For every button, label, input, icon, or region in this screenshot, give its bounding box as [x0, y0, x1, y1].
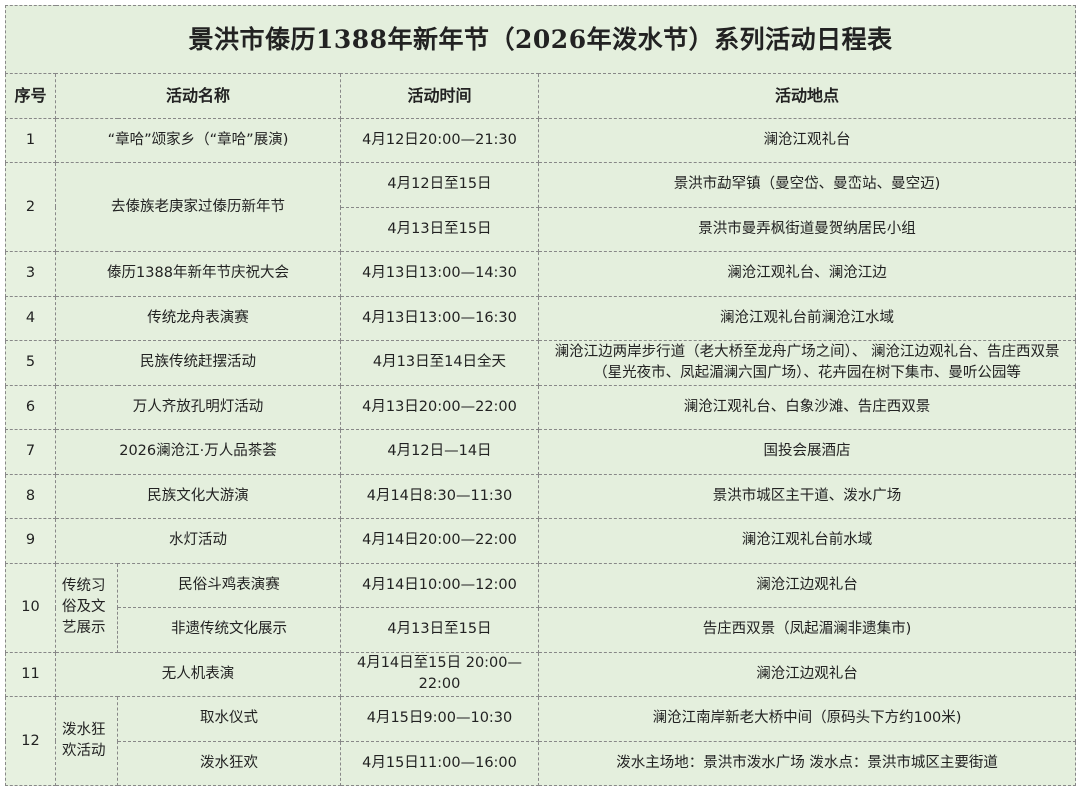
table-row: 5 民族传统赶摆活动 4月13日至14日全天 澜沧江边两岸步行道（老大桥至龙舟广场之间…	[5, 340, 1077, 386]
row-seq: 10	[5, 562, 56, 653]
activity-place: 澜沧江边观礼台	[537, 651, 1077, 697]
activity-time: 4月14日20:00—22:00	[340, 518, 539, 564]
row-seq: 4	[5, 295, 56, 341]
row-seq: 5	[5, 340, 56, 386]
row-seq: 6	[5, 384, 56, 430]
activity-time: 4月14日10:00—12:00	[340, 562, 539, 608]
activity-place: 澜沧江观礼台	[537, 117, 1077, 163]
activity-place: 景洪市曼弄枫街道曼贺纳居民小组	[537, 206, 1077, 252]
row-seq: 8	[5, 473, 56, 519]
table-row: 12 泼水狂欢活动 取水仪式 4月15日9:00—10:30 澜沧江南岸新老大桥中间（原…	[5, 696, 1077, 786]
activity-time: 4月15日9:00—10:30	[340, 696, 539, 742]
activity-place: 澜沧江观礼台前澜沧江水域	[537, 295, 1077, 341]
activity-place: 澜沧江观礼台前水域	[537, 518, 1077, 564]
table-row: 2 去傣族老庚家过傣历新年节 4月12日至15日 景洪市勐罕镇（曼空岱、曼峦站、曼空迈…	[5, 162, 1077, 252]
activity-name: 无人机表演	[55, 651, 341, 697]
table-row: 6 万人齐放孔明灯活动 4月13日20:00—22:00 澜沧江观礼台、白象沙滩、告庄…	[5, 384, 1077, 430]
activity-name: 去傣族老庚家过傣历新年节	[55, 162, 341, 252]
row-seq: 11	[5, 651, 56, 697]
activity-time: 4月13日至14日全天	[340, 340, 539, 386]
activity-name: 民族传统赶摆活动	[55, 340, 341, 386]
schedule-table: 景洪市傣历1388年新年节（2026年泼水节）系列活动日程表 序号 活动名称 活…	[4, 5, 1077, 786]
header-seq: 序号	[5, 73, 56, 119]
activity-name: 水灯活动	[55, 518, 341, 564]
header-place: 活动地点	[537, 73, 1077, 119]
activity-time: 4月13日20:00—22:00	[340, 384, 539, 430]
activity-place: 泼水主场地：景洪市泼水广场 泼水点：景洪市城区主要街道	[537, 740, 1077, 786]
activity-name: 民俗斗鸡表演赛	[117, 562, 341, 608]
row-seq: 1	[5, 117, 56, 163]
table-row: 1 “章哈”颂家乡（“章哈”展演) 4月12日20:00—21:30 澜沧江观礼台	[5, 117, 1077, 163]
activity-group: 泼水狂欢活动	[55, 696, 118, 786]
activity-place: 景洪市勐罕镇（曼空岱、曼峦站、曼空迈)	[537, 162, 1077, 208]
activity-name: 非遗传统文化展示	[117, 607, 341, 653]
activity-name: 傣历1388年新年节庆祝大会	[55, 251, 341, 297]
row-seq: 12	[5, 696, 56, 786]
header-row: 序号 活动名称 活动时间 活动地点	[5, 73, 1077, 119]
activity-time: 4月15日11:00—16:00	[340, 740, 539, 786]
table-row: 4月13日至15日 景洪市曼弄枫街道曼贺纳居民小组	[6, 206, 1077, 252]
table-row: 7 2026澜沧江·万人品茶荟 4月12日—14日 国投会展酒店	[5, 429, 1077, 475]
activity-place: 澜沧江观礼台、白象沙滩、告庄西双景	[537, 384, 1077, 430]
activity-place: 澜沧江南岸新老大桥中间（原码头下方约100米)	[537, 696, 1077, 742]
table-row: 泼水狂欢 4月15日11:00—16:00 泼水主场地：景洪市泼水广场 泼水点：景洪…	[6, 740, 1077, 786]
activity-time: 4月14日8:30—11:30	[340, 473, 539, 519]
activity-name: 万人齐放孔明灯活动	[55, 384, 341, 430]
activity-place: 告庄西双景（凤起湄澜非遗集市)	[537, 607, 1077, 653]
activity-place: 国投会展酒店	[537, 429, 1077, 475]
activity-name: “章哈”颂家乡（“章哈”展演)	[55, 117, 341, 163]
row-seq: 3	[5, 251, 56, 297]
header-time: 活动时间	[340, 73, 539, 119]
activity-name: 民族文化大游演	[55, 473, 341, 519]
activity-name: 取水仪式	[117, 696, 341, 742]
table-row: 9 水灯活动 4月14日20:00—22:00 澜沧江观礼台前水域	[5, 518, 1077, 564]
header-name: 活动名称	[55, 73, 341, 119]
table-row: 11 无人机表演 4月14日至15日 20:00—22:00 澜沧江边观礼台	[5, 651, 1077, 697]
activity-time: 4月13日13:00—14:30	[340, 251, 539, 297]
activity-time: 4月12日—14日	[340, 429, 539, 475]
activity-name: 泼水狂欢	[117, 740, 341, 786]
table-row: 10 传统习俗及文艺展示 民俗斗鸡表演赛 4月14日10:00—12:00 澜沧江边观礼…	[5, 562, 1077, 653]
activity-place: 澜沧江边两岸步行道（老大桥至龙舟广场之间）、 澜沧江边观礼台、告庄西双景（星光夜…	[537, 340, 1077, 386]
activity-place: 景洪市城区主干道、泼水广场	[537, 473, 1077, 519]
page-title: 景洪市傣历1388年新年节（2026年泼水节）系列活动日程表	[4, 5, 1077, 74]
row-seq: 7	[5, 429, 56, 475]
activity-time: 4月13日13:00—16:30	[340, 295, 539, 341]
row-seq: 2	[5, 162, 56, 252]
activity-place: 澜沧江边观礼台	[537, 562, 1077, 608]
activity-name: 传统龙舟表演赛	[55, 295, 341, 341]
activity-place: 澜沧江观礼台、澜沧江边	[537, 251, 1077, 297]
activity-time: 4月12日至15日	[340, 162, 539, 208]
activity-group: 传统习俗及文艺展示	[55, 562, 118, 653]
activity-time: 4月14日至15日 20:00—22:00	[340, 651, 539, 697]
table-row: 非遗传统文化展示 4月13日至15日 告庄西双景（凤起湄澜非遗集市)	[6, 607, 1077, 653]
table-row: 8 民族文化大游演 4月14日8:30—11:30 景洪市城区主干道、泼水广场	[5, 473, 1077, 519]
activity-name: 2026澜沧江·万人品茶荟	[55, 429, 341, 475]
table-row: 4 传统龙舟表演赛 4月13日13:00—16:30 澜沧江观礼台前澜沧江水域	[5, 295, 1077, 341]
activity-time: 4月12日20:00—21:30	[340, 117, 539, 163]
activity-time: 4月13日至15日	[340, 206, 539, 252]
table-row: 3 傣历1388年新年节庆祝大会 4月13日13:00—14:30 澜沧江观礼台、澜沧…	[5, 251, 1077, 297]
row-seq: 9	[5, 518, 56, 564]
activity-time: 4月13日至15日	[340, 607, 539, 653]
